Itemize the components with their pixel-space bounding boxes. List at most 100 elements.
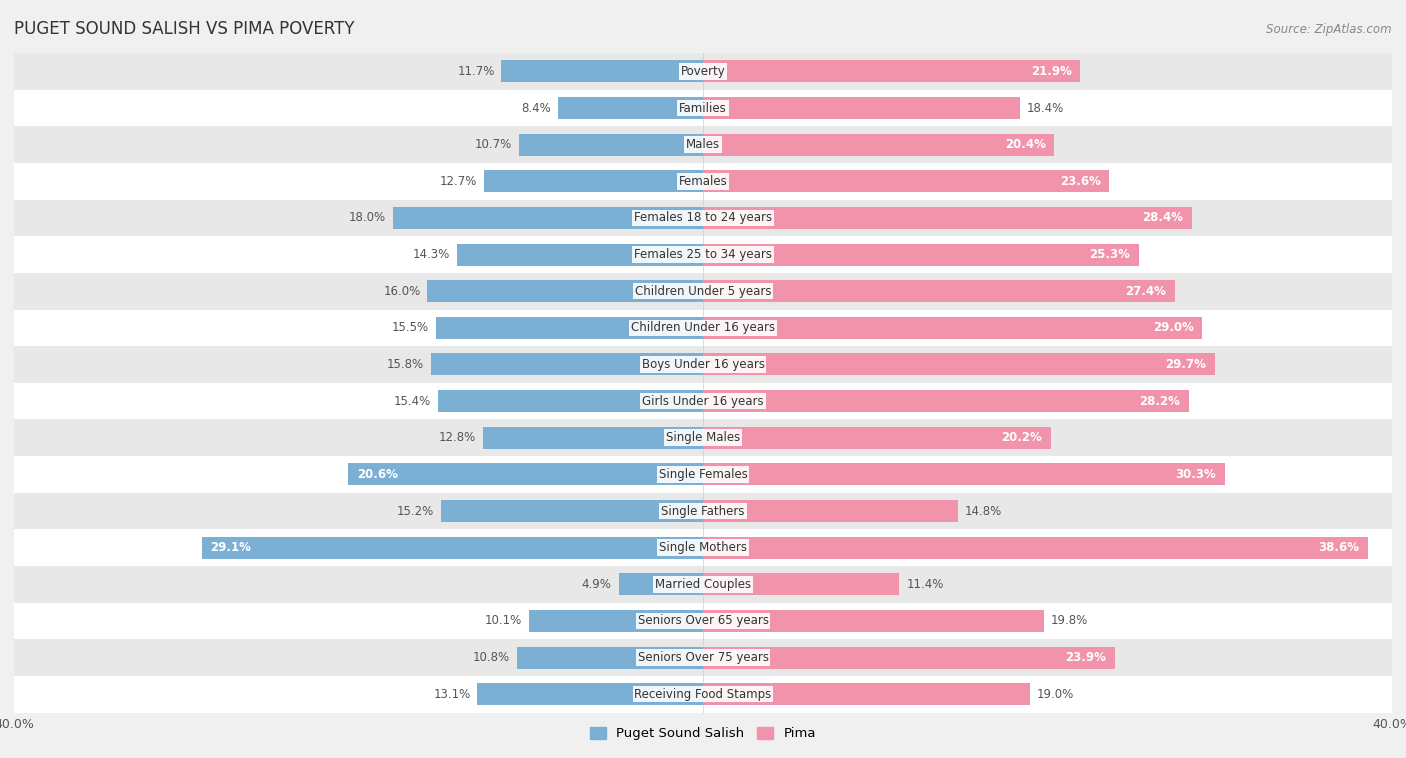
Text: 18.4%: 18.4% (1026, 102, 1064, 114)
Bar (703, 610, 1045, 632)
Text: 12.7%: 12.7% (440, 175, 478, 188)
Bar (519, 133, 703, 155)
Bar (14, 89, 1392, 127)
Bar (14, 309, 1392, 346)
Text: Receiving Food Stamps: Receiving Food Stamps (634, 688, 772, 700)
Text: PUGET SOUND SALISH VS PIMA POVERTY: PUGET SOUND SALISH VS PIMA POVERTY (14, 20, 354, 38)
Bar (441, 500, 703, 522)
Bar (14, 676, 1392, 713)
Text: Males: Males (686, 138, 720, 151)
Bar (703, 427, 1050, 449)
Bar (703, 390, 1188, 412)
Text: Source: ZipAtlas.com: Source: ZipAtlas.com (1267, 23, 1392, 36)
Bar (703, 243, 1139, 265)
Bar (14, 53, 1392, 89)
Bar (703, 97, 1019, 119)
Text: Single Mothers: Single Mothers (659, 541, 747, 554)
Bar (703, 133, 1054, 155)
Bar (14, 236, 1392, 273)
Bar (558, 97, 703, 119)
Text: Girls Under 16 years: Girls Under 16 years (643, 395, 763, 408)
Text: 29.7%: 29.7% (1166, 358, 1206, 371)
Bar (502, 61, 703, 83)
Text: Children Under 16 years: Children Under 16 years (631, 321, 775, 334)
Text: Single Females: Single Females (658, 468, 748, 481)
Text: Families: Families (679, 102, 727, 114)
Text: 23.9%: 23.9% (1066, 651, 1107, 664)
Text: 19.8%: 19.8% (1050, 615, 1088, 628)
Text: 15.4%: 15.4% (394, 395, 430, 408)
Bar (703, 463, 1225, 485)
Text: 4.9%: 4.9% (582, 578, 612, 590)
Text: 20.2%: 20.2% (1001, 431, 1042, 444)
Bar (14, 493, 1392, 529)
Text: 11.7%: 11.7% (457, 65, 495, 78)
Text: 15.5%: 15.5% (392, 321, 429, 334)
Text: Seniors Over 65 years: Seniors Over 65 years (637, 615, 769, 628)
Bar (478, 683, 703, 705)
Bar (14, 163, 1392, 199)
Bar (517, 647, 703, 669)
Text: Females 18 to 24 years: Females 18 to 24 years (634, 211, 772, 224)
Text: Boys Under 16 years: Boys Under 16 years (641, 358, 765, 371)
Text: Married Couples: Married Couples (655, 578, 751, 590)
Bar (202, 537, 703, 559)
Text: 29.1%: 29.1% (211, 541, 252, 554)
Text: 12.8%: 12.8% (439, 431, 475, 444)
Bar (14, 603, 1392, 639)
Bar (14, 199, 1392, 236)
Text: Poverty: Poverty (681, 65, 725, 78)
Bar (430, 353, 703, 375)
Bar (349, 463, 703, 485)
Text: 10.1%: 10.1% (485, 615, 522, 628)
Bar (14, 456, 1392, 493)
Legend: Puget Sound Salish, Pima: Puget Sound Salish, Pima (585, 722, 821, 745)
Text: Single Males: Single Males (666, 431, 740, 444)
Text: 20.6%: 20.6% (357, 468, 398, 481)
Bar (437, 390, 703, 412)
Text: 29.0%: 29.0% (1153, 321, 1194, 334)
Bar (482, 427, 703, 449)
Text: 15.2%: 15.2% (396, 505, 434, 518)
Text: 16.0%: 16.0% (384, 285, 420, 298)
Text: 23.6%: 23.6% (1060, 175, 1101, 188)
Bar (703, 537, 1368, 559)
Bar (14, 529, 1392, 566)
Bar (436, 317, 703, 339)
Bar (14, 639, 1392, 676)
Bar (457, 243, 703, 265)
Text: 28.4%: 28.4% (1143, 211, 1184, 224)
Text: 28.2%: 28.2% (1139, 395, 1180, 408)
Text: Single Fathers: Single Fathers (661, 505, 745, 518)
Bar (703, 683, 1031, 705)
Text: Children Under 5 years: Children Under 5 years (634, 285, 772, 298)
Bar (427, 280, 703, 302)
Bar (619, 573, 703, 595)
Bar (703, 317, 1202, 339)
Text: 20.4%: 20.4% (1005, 138, 1046, 151)
Bar (14, 273, 1392, 309)
Bar (703, 207, 1192, 229)
Bar (703, 647, 1115, 669)
Bar (14, 566, 1392, 603)
Bar (14, 419, 1392, 456)
Bar (703, 573, 900, 595)
Text: 18.0%: 18.0% (349, 211, 387, 224)
Bar (703, 61, 1080, 83)
Bar (14, 383, 1392, 419)
Bar (392, 207, 703, 229)
Bar (703, 500, 957, 522)
Text: 10.8%: 10.8% (472, 651, 510, 664)
Text: 21.9%: 21.9% (1031, 65, 1071, 78)
Text: 13.1%: 13.1% (433, 688, 471, 700)
Bar (703, 280, 1175, 302)
Text: 10.7%: 10.7% (475, 138, 512, 151)
Text: 38.6%: 38.6% (1319, 541, 1360, 554)
Text: 14.8%: 14.8% (965, 505, 1002, 518)
Bar (14, 127, 1392, 163)
Text: 25.3%: 25.3% (1090, 248, 1130, 261)
Text: 30.3%: 30.3% (1175, 468, 1216, 481)
Text: 27.4%: 27.4% (1125, 285, 1167, 298)
Text: 11.4%: 11.4% (907, 578, 943, 590)
Bar (14, 346, 1392, 383)
